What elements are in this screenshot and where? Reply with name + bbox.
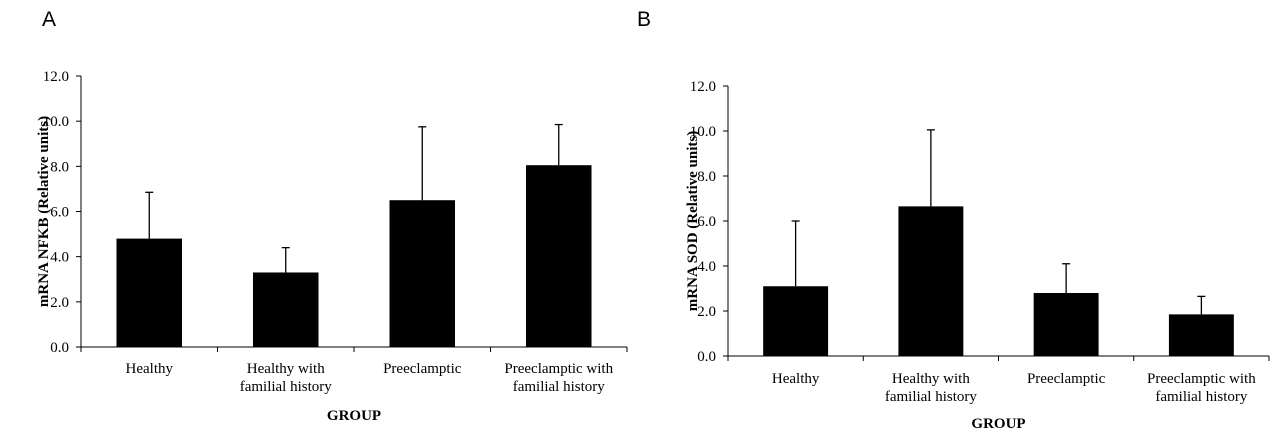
chart-a-category-label: Healthy with familial history — [240, 361, 333, 395]
chart-a-category-label: Healthy — [126, 361, 174, 377]
chart-a-y-axis-title: mRNA NFKB (Relative units) — [36, 116, 52, 307]
chart-b-y-tick-label: 4.0 — [697, 259, 716, 275]
chart-b-y-tick-label: 10.0 — [690, 124, 716, 140]
chart-a-category-label: Preeclamptic with familial history — [504, 361, 613, 395]
chart-a-y-tick-label: 10.0 — [43, 114, 69, 130]
chart-b-category-label: Healthy — [772, 371, 820, 387]
chart-b-category-label: Preeclamptic with familial history — [1147, 371, 1256, 405]
chart-a-y-tick-label: 8.0 — [50, 159, 69, 175]
chart-b-y-tick-label: 8.0 — [697, 169, 716, 185]
chart-b-y-tick-label: 2.0 — [697, 304, 716, 320]
chart-a-bar — [525, 165, 592, 347]
chart-a-nfkb: 0.0 2.0 4.0 6.0 8.0 10.0 12.0 Healthy Healthy wi… — [36, 69, 628, 424]
chart-b-bar — [898, 206, 964, 356]
chart-a-y-tick-label: 12.0 — [43, 69, 69, 85]
chart-b-category-label: Healthy with familial history — [885, 371, 978, 405]
chart-a-y-tick-label: 0.0 — [50, 340, 69, 356]
chart-a-y-tick-label: 4.0 — [50, 250, 69, 266]
chart-a-y-tick-label: 2.0 — [50, 295, 69, 311]
chart-b-sod: 0.0 2.0 4.0 6.0 8.0 10.0 12.0 Healthy Healthy wi… — [685, 79, 1270, 432]
chart-b-bar — [1168, 314, 1234, 356]
chart-a-bar — [389, 200, 456, 347]
chart-a-x-axis-title: GROUP — [327, 408, 381, 424]
chart-b-y-axis-title: mRNA SOD (Relative units) — [685, 131, 701, 311]
chart-a-bar — [252, 272, 319, 347]
panel-letter-b: B — [637, 8, 652, 31]
chart-a-category-label: Preeclamptic — [383, 361, 462, 377]
chart-b-y-tick-label: 0.0 — [697, 349, 716, 365]
panel-letter-a: A — [42, 8, 57, 31]
chart-b-bar — [763, 286, 829, 356]
chart-b-category-label: Preeclamptic — [1027, 371, 1106, 387]
chart-b-x-axis-title: GROUP — [971, 416, 1025, 432]
chart-b-bar — [1033, 293, 1099, 356]
chart-b-y-tick-label: 12.0 — [690, 79, 716, 95]
chart-a-bar — [116, 238, 183, 347]
chart-a-y-tick-label: 6.0 — [50, 205, 69, 221]
chart-b-y-tick-label: 6.0 — [697, 214, 716, 230]
